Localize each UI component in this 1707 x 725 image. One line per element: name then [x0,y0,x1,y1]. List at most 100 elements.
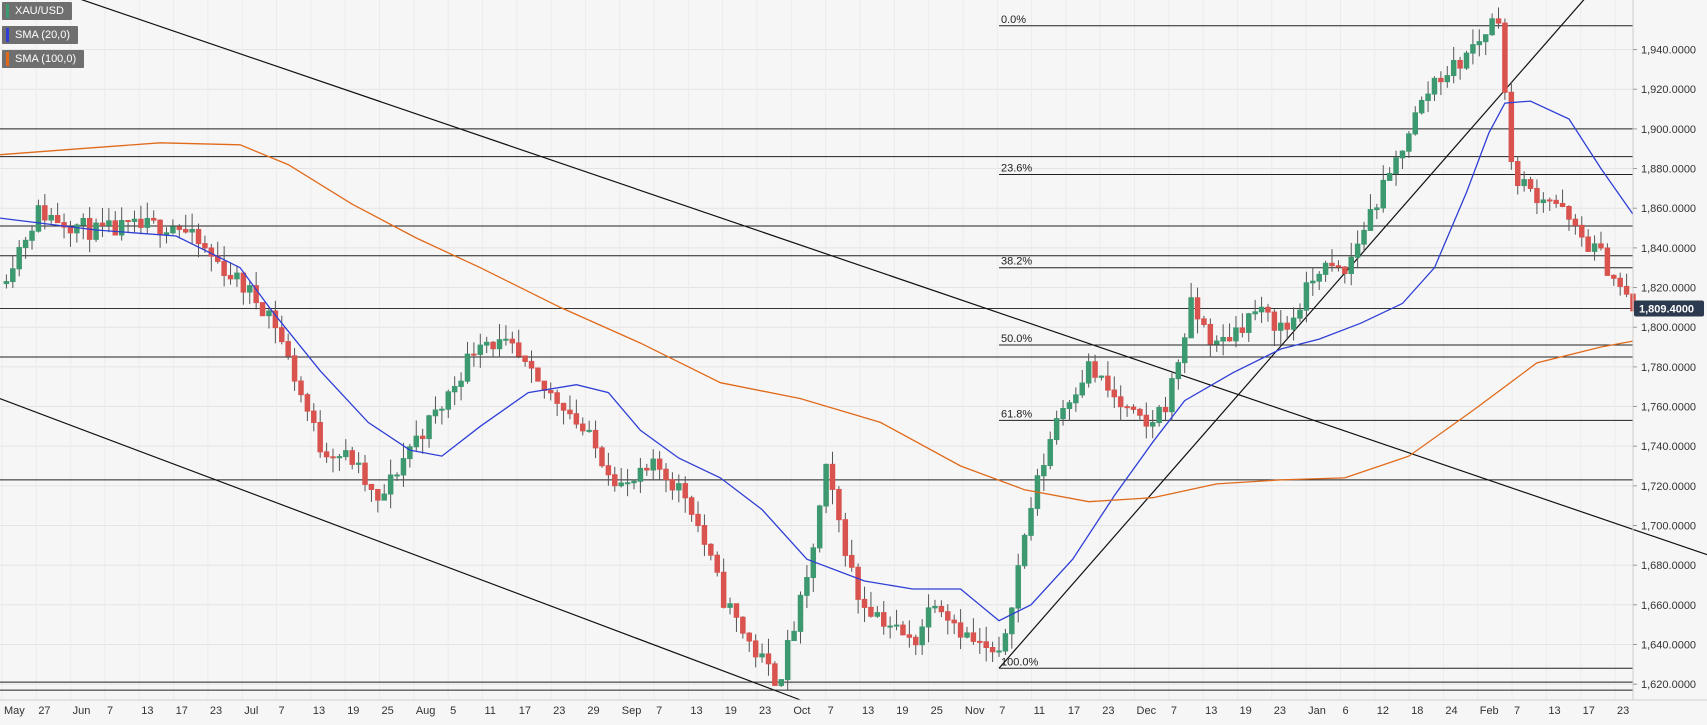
legend-item-sma20[interactable]: SMA (20,0) [2,26,79,44]
y-tick-label: 1,680.0000 [1641,560,1696,572]
y-tick-label: 1,820.0000 [1641,283,1696,295]
candle-body [1354,243,1361,258]
candle-body [1085,361,1092,384]
trendline [80,0,1707,556]
candlesticks [3,7,1636,691]
y-tick-label: 1,880.0000 [1641,164,1696,176]
x-tick-label: Oct [793,705,810,717]
candle-body [61,222,67,228]
legend-item-sma100[interactable]: SMA (100,0) [2,50,85,68]
candle-body [874,612,881,617]
candle-body [1105,375,1111,391]
candle-body [1470,44,1476,54]
legend-swatch-xauusd [6,4,9,18]
candle-body [349,450,355,465]
candle-body [1591,243,1598,252]
candle-body [983,641,989,648]
fib-level-label: 100.0% [1001,656,1039,668]
x-tick-label: 7 [828,705,834,717]
candle-body [733,603,740,618]
y-tick-label: 1,700.0000 [1641,520,1696,532]
candle-body [1534,187,1540,204]
candle-body [1143,414,1150,427]
candle-body [54,215,61,224]
candle-body [925,607,932,628]
candle-body [1233,327,1239,342]
candle-body [1021,534,1028,567]
x-tick-label: 19 [896,705,908,717]
candle-body [554,392,560,404]
candle-body [272,310,279,329]
candle-body [1041,465,1047,477]
candle-body [951,619,957,624]
candle-body [400,458,407,476]
candle-body [919,626,925,646]
candle-body [656,458,663,470]
candle-body [1386,172,1393,181]
x-axis: May 27 Jun 7 13 17 23 Jul 7 13 19 25 Aug 5 11 17 23 29 Sep… [0,699,1707,717]
candle-body [176,226,183,230]
legend-item-xauusd[interactable]: XAU/USD [2,2,72,20]
candle-body [1604,247,1611,276]
candle-body [381,493,387,501]
fib-level-label: 50.0% [1001,333,1032,345]
x-tick-label: Nov [965,705,985,717]
candle-body [592,429,599,449]
candle-body [1412,112,1419,135]
candle-body [618,482,624,487]
candle-body [1310,280,1316,284]
x-tick-label: 19 [347,705,359,717]
candle-body [1527,179,1534,189]
y-tick-label: 1,840.0000 [1641,243,1696,255]
candle-body [663,468,669,481]
candle-body [1418,99,1425,114]
x-tick-label: 27 [38,705,50,717]
candle-body [29,230,35,241]
candle-body [836,488,842,521]
candle-body [1380,179,1386,209]
candle-body [118,220,125,236]
candle-body [970,632,977,642]
candle-body [464,353,471,382]
candle-body [752,640,759,658]
candle-body [375,488,381,501]
legend-label-sma100: SMA (100,0) [15,53,77,65]
x-tick-label: 18 [1411,705,1423,717]
candle-body [1137,408,1143,416]
candle-body [1265,306,1271,313]
candle-body [759,653,765,658]
current-price-tag: 1,809.4000 [1634,300,1704,317]
candle-body [234,272,240,280]
candle-body [637,467,644,482]
x-tick-label: 23 [1617,705,1629,717]
candle-body [528,360,535,369]
candle-body [804,577,810,596]
candle-body [150,217,157,221]
candle-body [1521,179,1527,187]
candle-body [1502,22,1508,93]
candle-body [99,222,106,226]
candle-body [1226,336,1233,342]
candle-body [861,598,868,608]
x-tick-label: Feb [1480,705,1499,717]
candle-body [1278,322,1284,331]
candle-body [253,285,259,304]
horizontal-levels [0,25,1633,691]
candle-body [157,219,163,236]
x-tick-label: 7 [999,705,1005,717]
candle-body [1617,277,1623,287]
candle-body [125,220,131,223]
y-tick-label: 1,920.0000 [1641,84,1696,96]
x-tick-label: Jan [1308,705,1326,717]
candle-body [336,456,343,459]
candle-body [624,482,631,485]
candle-body [1431,77,1438,95]
candle-body [144,217,151,228]
candle-body [323,451,330,458]
candle-body [1130,406,1137,410]
candle-body [1188,297,1194,339]
candle-body [547,390,554,394]
candle-body [131,218,138,222]
